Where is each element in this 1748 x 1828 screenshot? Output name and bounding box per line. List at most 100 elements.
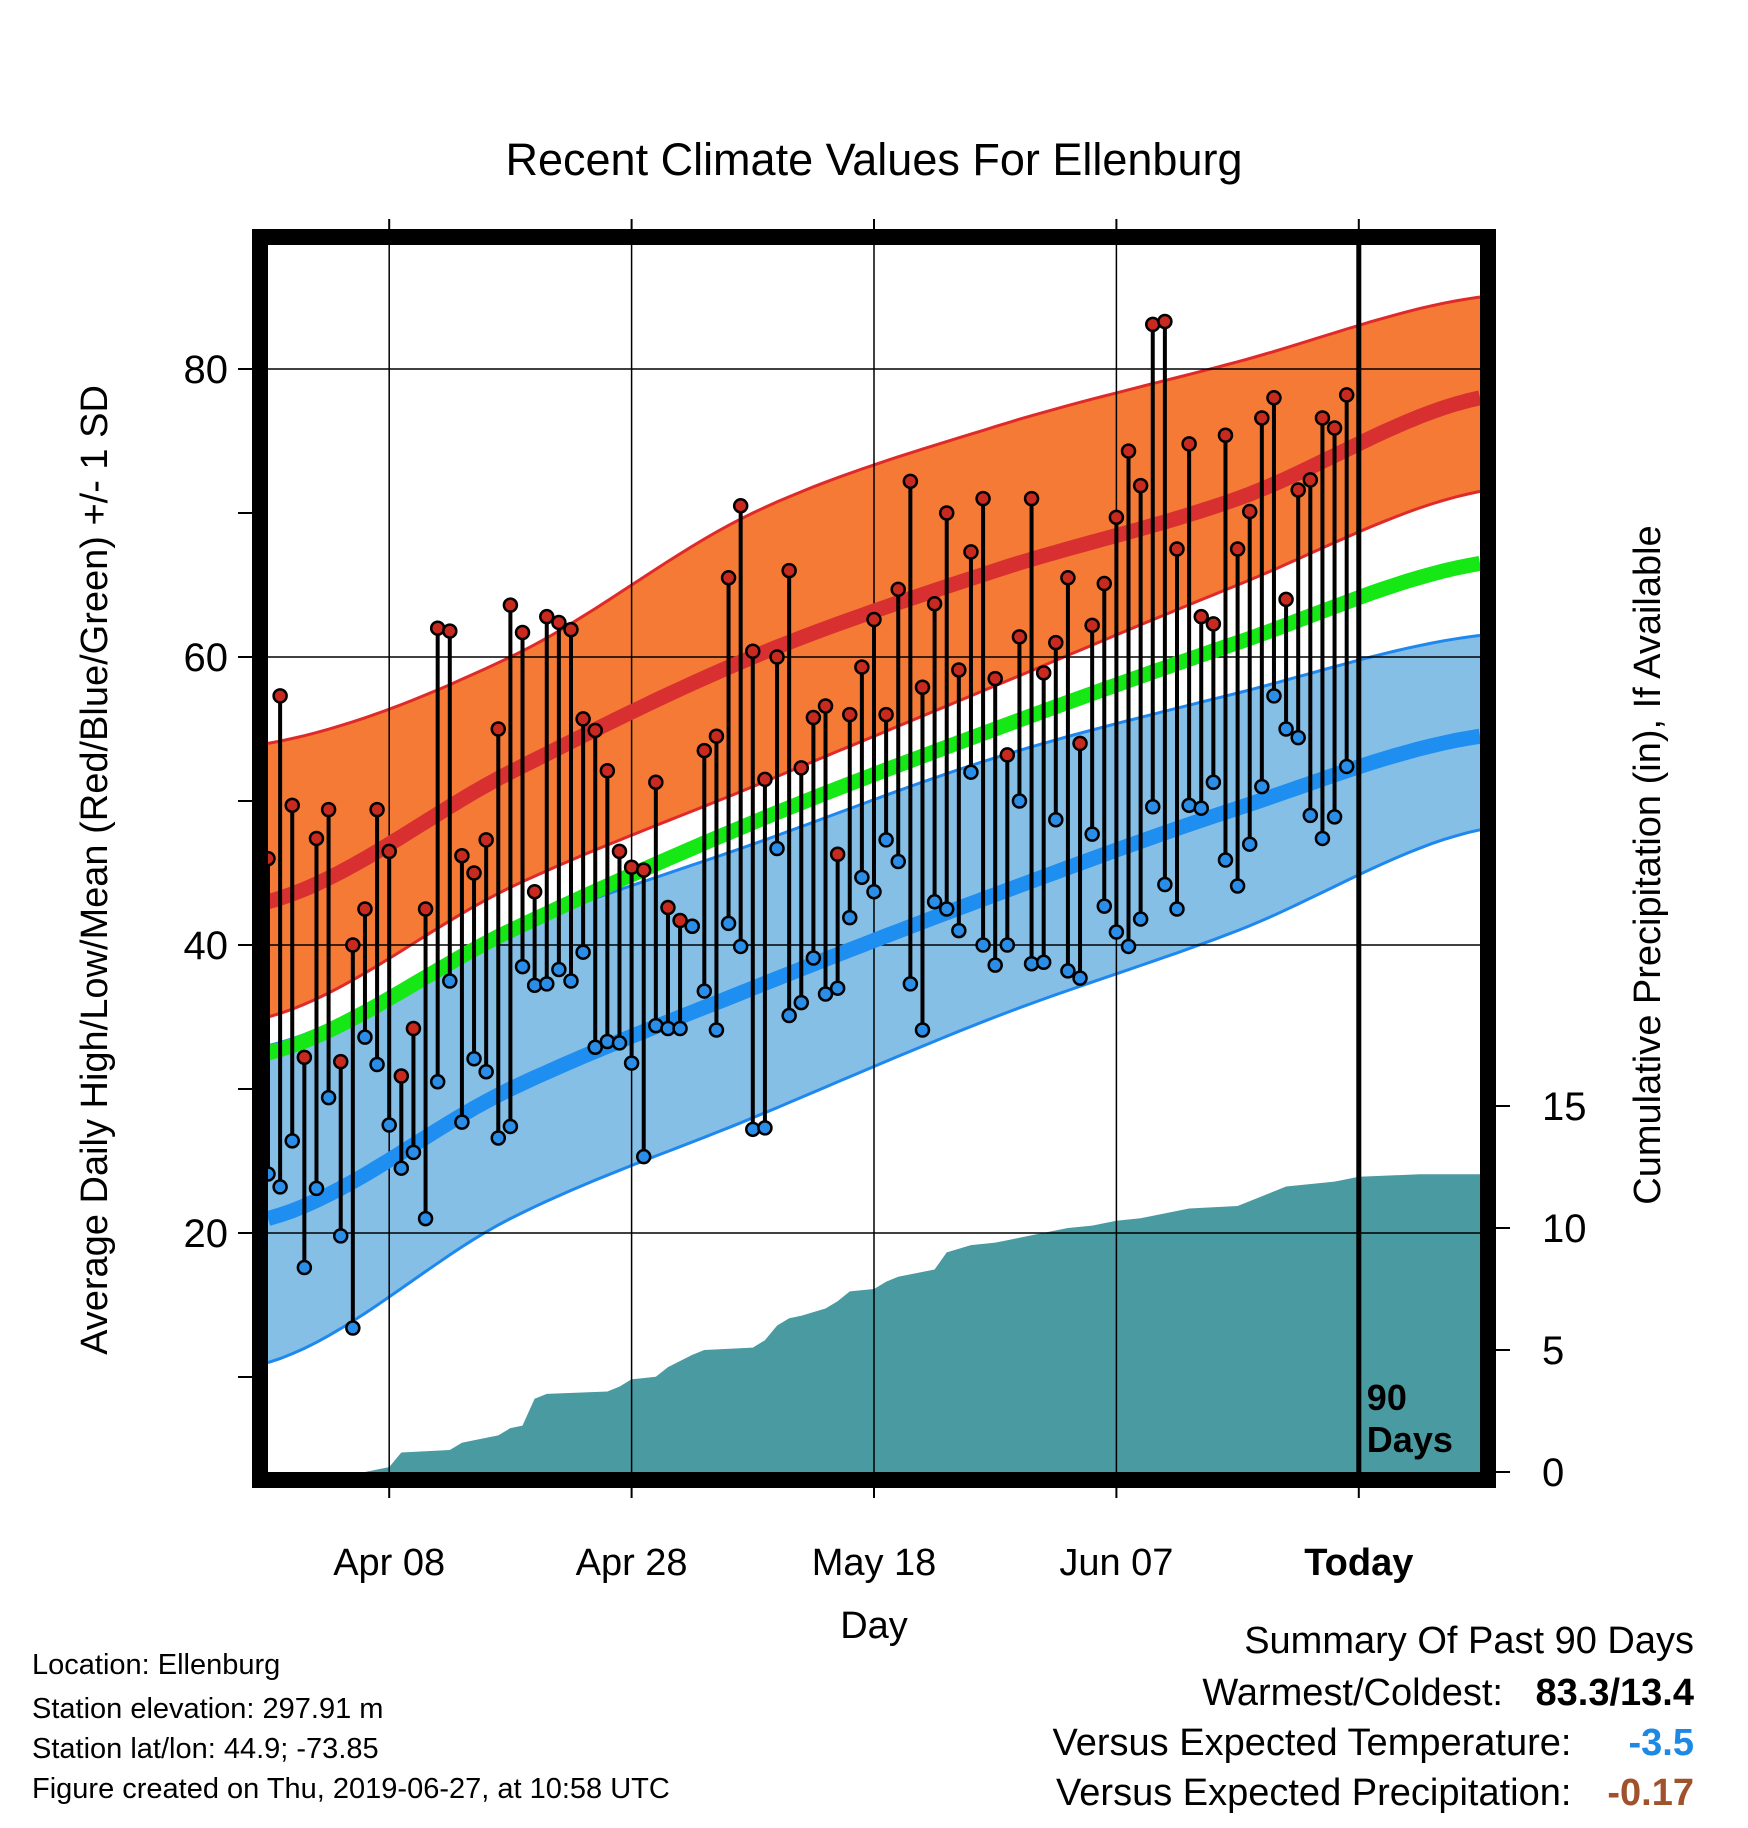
observed-low-point-45 [805,950,822,966]
observed-low-point-62 [1011,793,1028,809]
summary-precip-row: Versus Expected Precipitation: -0.17 [1056,1772,1694,1815]
observed-high-point-68 [1084,617,1100,634]
observed-low-point-43 [781,1007,797,1024]
observed-low-point-14 [429,1074,446,1090]
observed-high-point-5 [320,801,337,818]
observed-low-point-24 [551,961,567,978]
observed-low-point-29 [611,1035,628,1051]
observed-low-point-66 [1060,963,1076,979]
observed-high-point-7 [345,937,361,953]
observed-high-point-78 [1205,616,1222,632]
observed-high-point-24 [551,614,567,631]
observed-high-point-32 [648,774,664,791]
observed-high-point-33 [660,899,676,916]
observed-high-point-31 [635,862,652,878]
x-tick-label-2: May 18 [812,1542,937,1584]
observed-low-point-89 [1338,758,1355,775]
observed-high-point-70 [1108,509,1125,526]
observed-low-point-46 [817,986,834,1002]
observed-high-point-59 [975,490,991,507]
observed-low-point-13 [417,1210,434,1227]
observed-low-point-68 [1084,826,1100,842]
observed-low-point-53 [902,976,919,992]
observed-low-point-72 [1132,911,1149,927]
observed-high-point-79 [1217,427,1234,443]
observed-low-point-6 [332,1228,349,1244]
observed-low-point-3 [296,1259,313,1276]
y-axis-label-left: Average Daily High/Low/Mean (Red/Blue/Gr… [74,385,116,1355]
observed-high-point-2 [284,797,300,814]
observed-high-point-76 [1181,436,1197,452]
observed-high-point-54 [914,679,931,695]
precip-tick-label-5: 5 [1542,1329,1564,1373]
observed-high-point-23 [539,608,555,625]
location-text: Location: Ellenburg [32,1649,281,1681]
observed-high-point-44 [793,760,810,776]
observed-low-point-86 [1302,807,1319,824]
x-tick-label-0: Apr 08 [333,1542,445,1584]
observed-low-point-67 [1072,970,1088,986]
observed-low-point-19 [490,1130,507,1146]
observed-high-point-82 [1254,410,1270,426]
observed-low-point-26 [575,944,591,960]
observed-high-point-20 [502,597,519,613]
observed-high-point-21 [514,624,531,641]
y-axis-label-right: Cumulative Precipitation (in), If Availa… [1627,525,1669,1204]
observed-high-point-75 [1169,541,1185,557]
observed-low-point-69 [1096,898,1113,914]
observed-low-point-60 [987,957,1003,973]
observed-low-point-23 [539,976,555,992]
observed-low-point-78 [1205,774,1222,791]
observed-high-point-29 [611,843,628,860]
summary-heading: Summary Of Past 90 Days [1244,1620,1694,1662]
observed-low-point-74 [1157,876,1173,893]
observed-high-point-45 [805,709,822,726]
observed-low-point-88 [1326,809,1343,825]
observed-low-point-27 [587,1039,603,1055]
observed-low-point-12 [405,1144,422,1161]
observed-low-point-42 [769,840,785,857]
observed-high-point-89 [1338,387,1355,403]
observed-low-point-70 [1108,924,1125,940]
observed-high-point-16 [454,847,470,864]
observed-low-point-50 [866,883,882,900]
observed-low-point-65 [1048,811,1064,828]
observed-low-point-1 [272,1179,288,1195]
observed-high-point-15 [442,623,458,639]
observed-high-point-57 [951,662,967,678]
observed-high-point-47 [829,846,846,863]
observed-high-point-64 [1035,665,1052,681]
observed-high-point-4 [308,830,325,847]
observed-low-point-81 [1241,836,1258,852]
observed-low-point-17 [466,1051,482,1067]
observed-high-point-60 [987,670,1003,687]
observed-high-point-27 [587,722,603,739]
observed-low-point-44 [793,994,810,1011]
observed-low-point-10 [381,1117,397,1133]
observed-high-point-12 [405,1020,422,1037]
observed-low-point-87 [1314,830,1331,847]
observed-high-point-52 [890,581,906,598]
observed-high-point-46 [817,698,834,714]
observed-high-point-77 [1193,608,1209,625]
precip-tick-label-0: 0 [1542,1451,1564,1495]
observed-low-point-41 [757,1120,773,1136]
observed-low-point-84 [1278,721,1294,737]
observed-low-point-54 [914,1022,931,1038]
observed-high-point-84 [1278,591,1294,608]
observed-high-point-30 [623,859,640,875]
observed-low-point-52 [890,853,906,870]
observed-high-point-42 [769,649,785,665]
observed-high-point-34 [672,912,688,929]
observed-low-point-58 [963,764,979,780]
observed-high-point-83 [1266,390,1282,406]
observed-low-point-82 [1254,778,1270,795]
temp-value: -3.5 [1628,1722,1694,1764]
observed-high-point-17 [466,865,482,881]
observed-low-point-77 [1193,800,1209,816]
observed-low-point-18 [478,1063,494,1080]
elevation-text: Station elevation: 297.91 m [32,1693,384,1725]
observed-high-point-61 [999,747,1016,763]
observed-high-point-81 [1241,503,1258,520]
